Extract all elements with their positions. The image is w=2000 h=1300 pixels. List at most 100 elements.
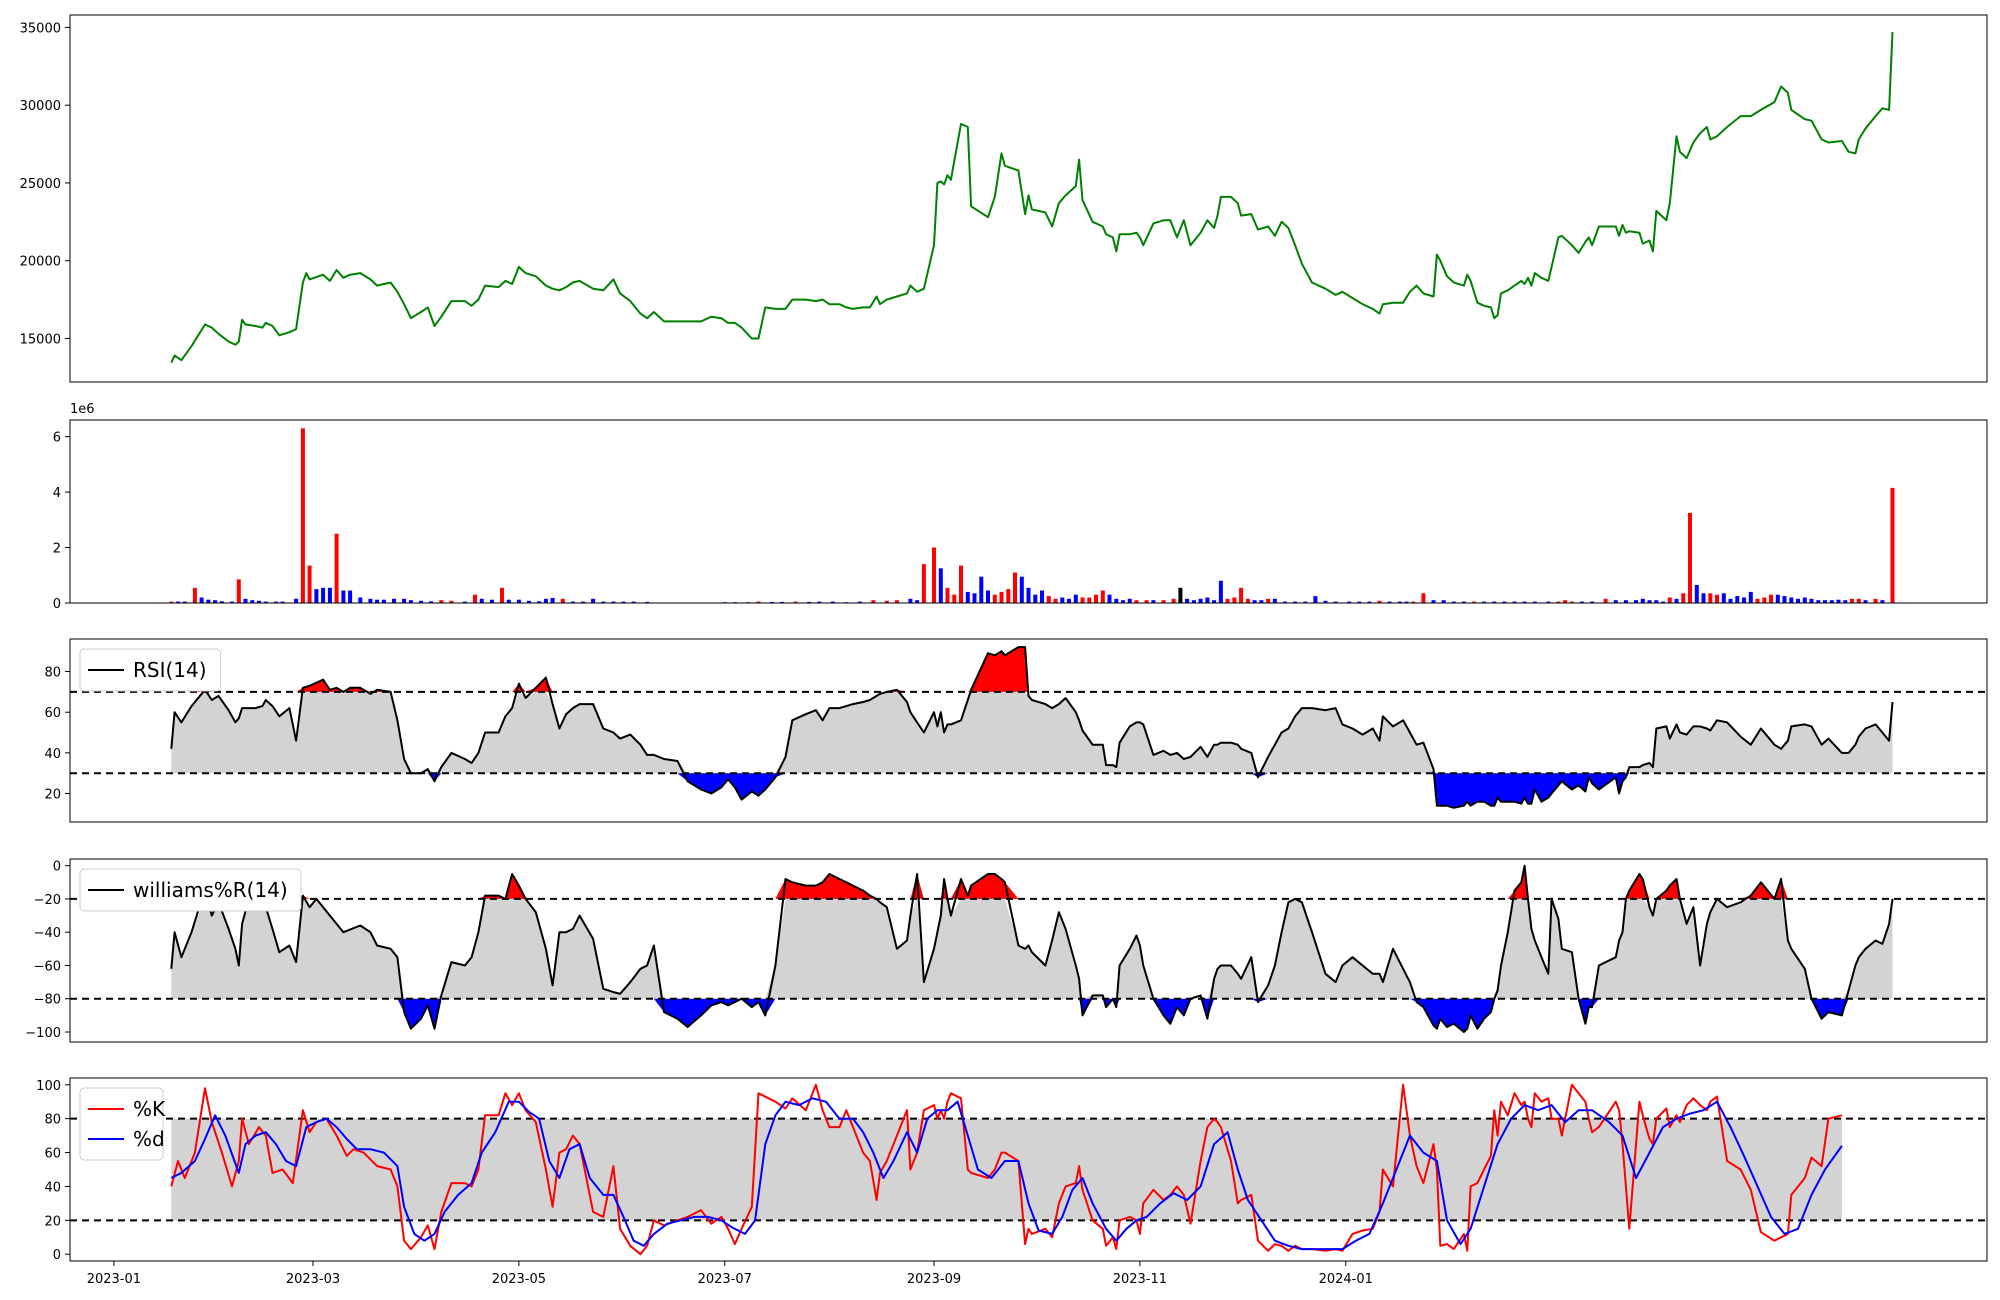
volume-bar (857, 601, 862, 603)
volume-bar (381, 599, 386, 603)
volume-bar (1161, 600, 1166, 603)
volume-bar (169, 601, 174, 603)
volume-bar (307, 565, 312, 603)
volume-bar (1377, 600, 1382, 603)
volume-bar (273, 601, 278, 603)
volume-bar (1674, 598, 1679, 603)
volume-bar (1640, 598, 1645, 603)
stochastic-ytick-label: 40 (44, 1180, 61, 1195)
volume-bar (537, 601, 542, 603)
williams-ytick-label: −100 (25, 1026, 61, 1041)
volume-bar (429, 601, 434, 603)
volume-bar (408, 600, 413, 603)
volume-bar (1107, 594, 1112, 603)
volume-bar (1708, 593, 1713, 603)
volume-bar (1013, 572, 1017, 603)
williams-legend (79, 868, 302, 912)
volume-bar (570, 601, 575, 603)
volume-bar (473, 594, 477, 603)
volume-bar (1100, 590, 1105, 603)
volume-bar (884, 600, 889, 603)
volume-bar (1563, 600, 1568, 603)
volume-bar (871, 600, 876, 603)
volume-bar (1171, 598, 1176, 603)
volume-bar (1151, 600, 1156, 603)
volume-bar (206, 599, 211, 603)
williams-ytick-label: −80 (34, 993, 61, 1008)
x-tick-label: 2023-01 (87, 1272, 141, 1287)
volume-bar (1040, 590, 1044, 603)
volume-bar (1094, 594, 1098, 603)
volume-bar (219, 601, 224, 603)
volume-bar (1613, 600, 1618, 603)
volume-bar (1303, 601, 1308, 603)
volume-bar (1225, 598, 1230, 603)
volume-bar (1755, 598, 1760, 603)
volume-bar (1252, 600, 1257, 603)
rsi-ytick-label: 60 (44, 706, 61, 721)
volume-bar (1522, 601, 1527, 603)
volume-bar (1421, 593, 1426, 603)
volume-bar (1191, 600, 1196, 603)
volume-bar (1701, 593, 1706, 603)
volume-bar (419, 600, 423, 603)
volume-bar (506, 599, 511, 603)
volume-bar (1681, 593, 1686, 603)
volume-bar (1873, 598, 1878, 603)
price-ytick-label: 35000 (20, 21, 61, 36)
volume-bar (327, 587, 332, 604)
volume-bar (550, 598, 555, 603)
volume-bar (1890, 487, 1895, 603)
rsi-ytick-label: 40 (44, 747, 61, 762)
x-tick-label: 2023-07 (698, 1272, 752, 1287)
volume-bar (1178, 587, 1183, 604)
volume-bar (392, 598, 396, 603)
volume-bar (1347, 601, 1352, 603)
price-panel: 15000 20000 25000 30000 35000 (20, 14, 1988, 383)
volume-bar (1836, 599, 1841, 603)
volume-bar (830, 601, 835, 603)
volume-bar (972, 593, 977, 603)
volume-bar (611, 601, 616, 603)
volume-bar (462, 601, 467, 603)
volume-bar (489, 599, 494, 603)
volume-bar (1357, 601, 1362, 603)
volume-ytick-label: 2 (53, 542, 61, 557)
volume-bar (1232, 597, 1237, 603)
volume-bar (601, 601, 606, 603)
volume-bar (402, 598, 407, 603)
volume-bar (368, 598, 373, 603)
volume-bar (992, 594, 997, 603)
volume-bar (1634, 600, 1638, 603)
rsi-panel: 20 40 60 80 RSI(14) (44, 638, 1988, 823)
volume-bar (1816, 600, 1821, 603)
volume-bar (1502, 601, 1507, 603)
volume-bar (1212, 600, 1217, 603)
volume-bar (1144, 600, 1149, 603)
volume-bar (959, 565, 963, 603)
price-ytick-label: 15000 (20, 332, 61, 347)
volume-bar (1087, 597, 1092, 603)
volume-bar (1127, 598, 1132, 603)
stochastic-band-fill-full (171, 1118, 1842, 1221)
volume-bar (1218, 580, 1223, 603)
x-tick-label: 2023-11 (1113, 1272, 1167, 1287)
volume-bar (1046, 596, 1051, 603)
stochastic-legend-label: %K (133, 1097, 166, 1121)
price-ytick-label: 20000 (20, 255, 61, 270)
volume-bar (1266, 598, 1271, 603)
volume-bar (1721, 593, 1726, 603)
williams-axes-frame (69, 858, 1988, 1043)
price-ytick-label: 25000 (20, 177, 61, 192)
volume-bar (793, 601, 798, 603)
volume-bar (1603, 598, 1608, 603)
williams-overbought-fill (171, 865, 1893, 899)
volume-bar (1735, 596, 1740, 603)
volume-bar (1856, 598, 1861, 603)
volume-bar (1472, 601, 1476, 603)
volume-bar (1748, 591, 1753, 603)
x-axis: 2023-01 2023-03 2023-05 2023-07 2023-09 2023-… (87, 1261, 1373, 1287)
volume-bar (560, 598, 565, 603)
x-tick-label: 2023-09 (907, 1272, 961, 1287)
volume-bar (176, 601, 180, 603)
